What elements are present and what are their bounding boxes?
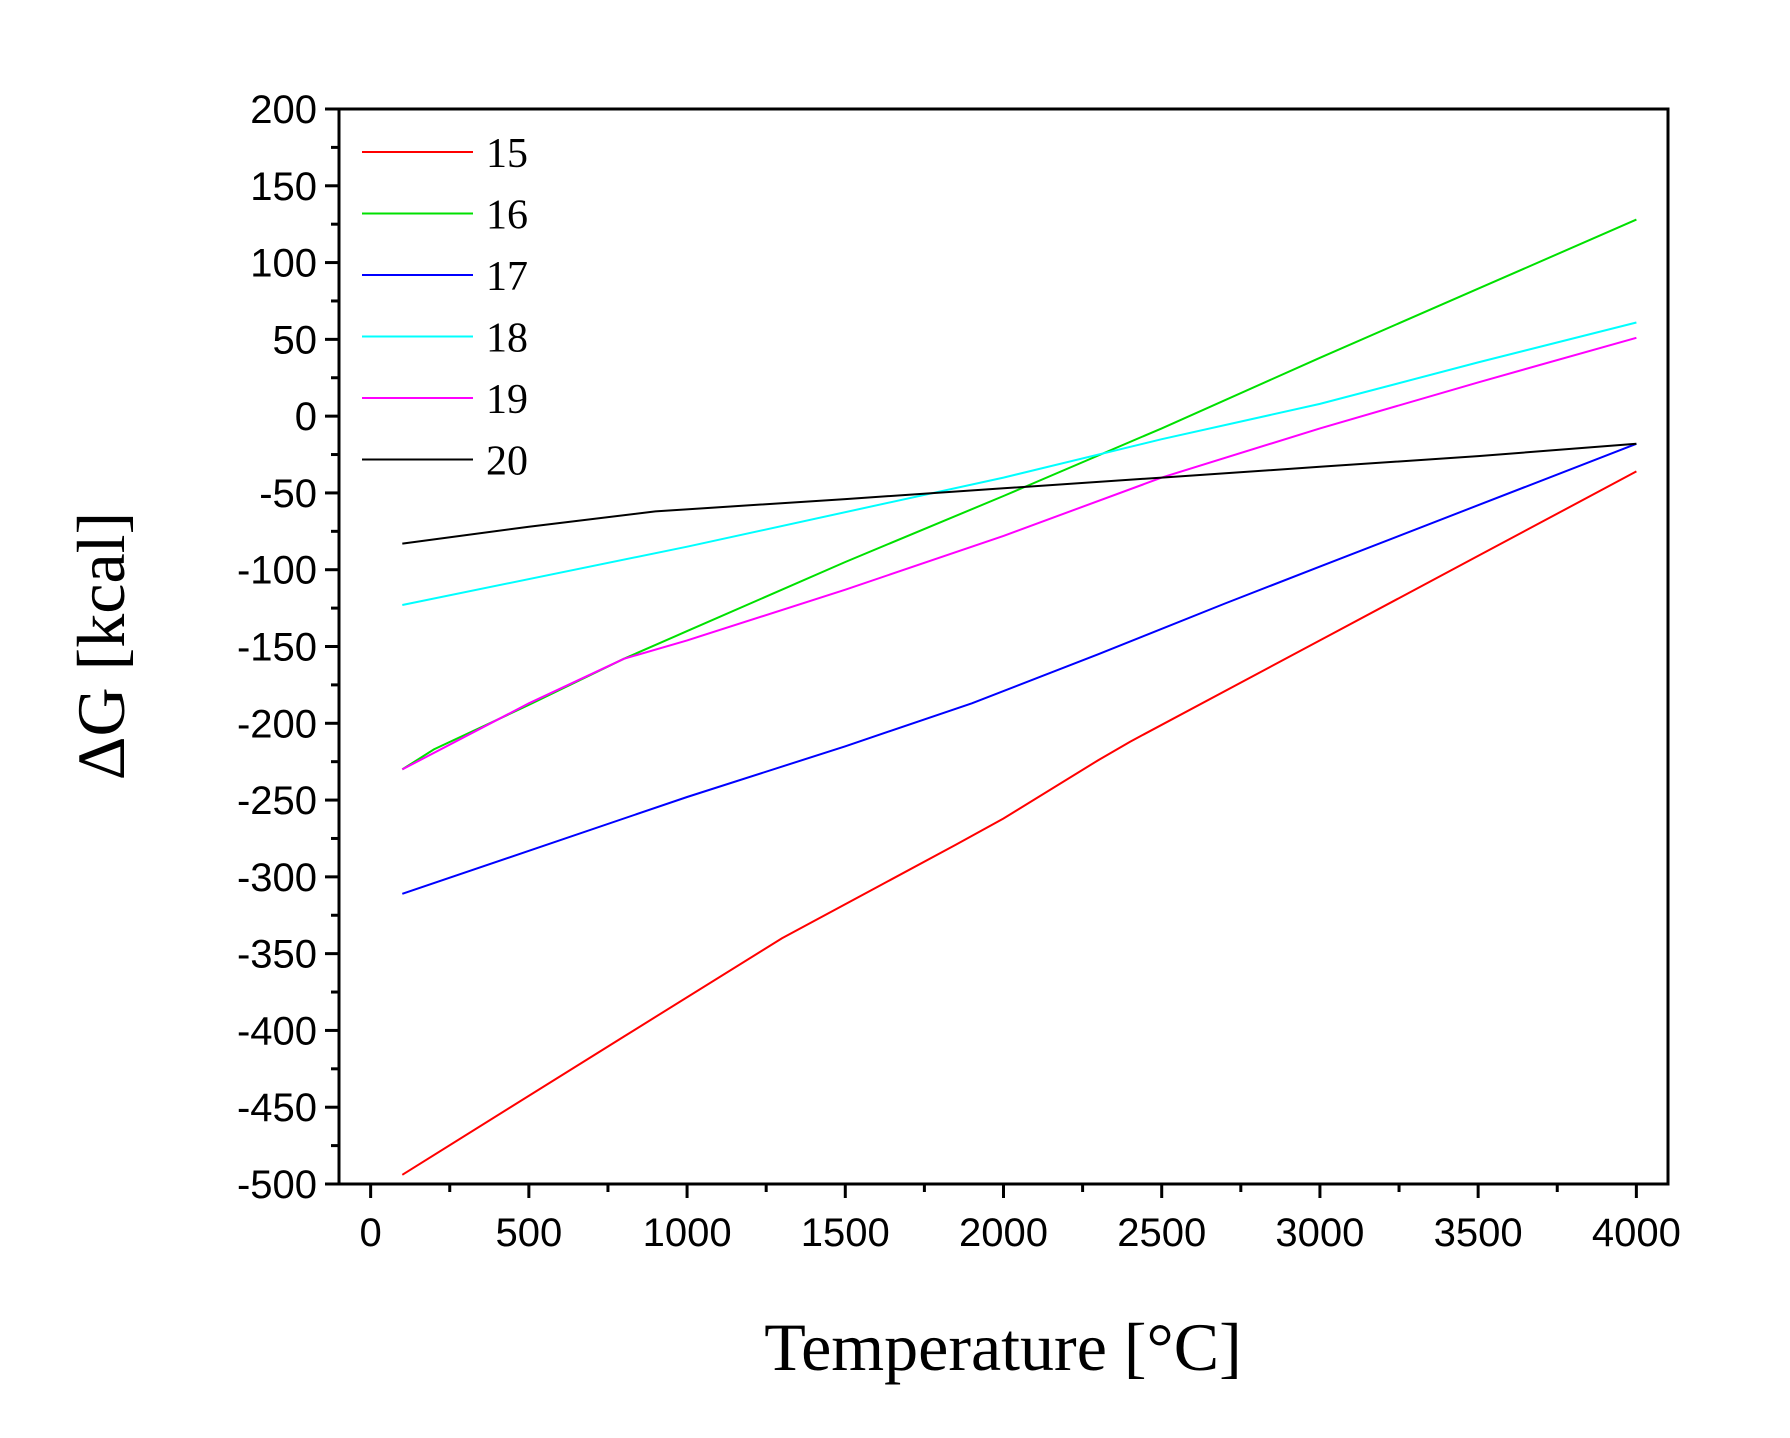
y-tick-label: -300 <box>237 856 317 900</box>
y-tick-label: -250 <box>237 779 317 823</box>
y-tick-label: 150 <box>250 165 317 209</box>
y-tick-label: 50 <box>273 318 318 362</box>
x-tick-label: 3500 <box>1434 1211 1523 1255</box>
legend-label-16: 16 <box>486 193 528 239</box>
legend: 15 16 17 18 19 20 <box>362 131 528 485</box>
y-tick-label: -400 <box>237 1009 317 1053</box>
legend-label-18: 18 <box>486 316 528 362</box>
legend-label-15: 15 <box>486 131 528 177</box>
x-axis-title: Temperature [°C] <box>764 1309 1241 1385</box>
x-tick-label: 1000 <box>643 1211 732 1255</box>
y-axis: 200 150 100 50 0 -50 -100 -150 -200 -250 -300 -350 -… <box>237 88 339 1207</box>
x-axis: 0 500 1000 1500 2000 2500 3000 3500 4000 <box>360 1184 1681 1255</box>
y-tick-label: 100 <box>250 242 317 286</box>
y-tick-label: -450 <box>237 1086 317 1130</box>
y-axis-title: ΔG [kcal] <box>63 512 139 780</box>
y-tick-label: -50 <box>259 472 317 516</box>
series-line-16 <box>401 218 1637 771</box>
y-tick-label: 0 <box>295 395 317 439</box>
series-line-19 <box>401 336 1637 771</box>
x-tick-label: 0 <box>360 1211 382 1255</box>
y-tick-label: -500 <box>237 1163 317 1207</box>
plot-frame <box>337 107 1670 1186</box>
x-tick-label: 1500 <box>801 1211 890 1255</box>
x-tick-label: 2000 <box>959 1211 1048 1255</box>
x-tick-label: 3000 <box>1275 1211 1364 1255</box>
legend-label-17: 17 <box>486 254 528 300</box>
y-tick-label: -350 <box>237 933 317 977</box>
x-tick-label: 500 <box>495 1211 562 1255</box>
y-tick-label: -150 <box>237 626 317 670</box>
series-line-18 <box>402 321 1637 606</box>
series-layer <box>401 218 1637 1176</box>
series-line-15 <box>401 470 1637 1176</box>
series-line-20 <box>402 442 1637 545</box>
legend-label-19: 19 <box>486 377 528 423</box>
y-tick-label: -200 <box>237 702 317 746</box>
x-tick-label: 2500 <box>1117 1211 1206 1255</box>
y-tick-label: -100 <box>237 549 317 593</box>
legend-label-20: 20 <box>486 439 528 485</box>
series-line-17 <box>401 442 1637 895</box>
x-tick-label: 4000 <box>1592 1211 1681 1255</box>
y-tick-label: 200 <box>250 88 317 132</box>
